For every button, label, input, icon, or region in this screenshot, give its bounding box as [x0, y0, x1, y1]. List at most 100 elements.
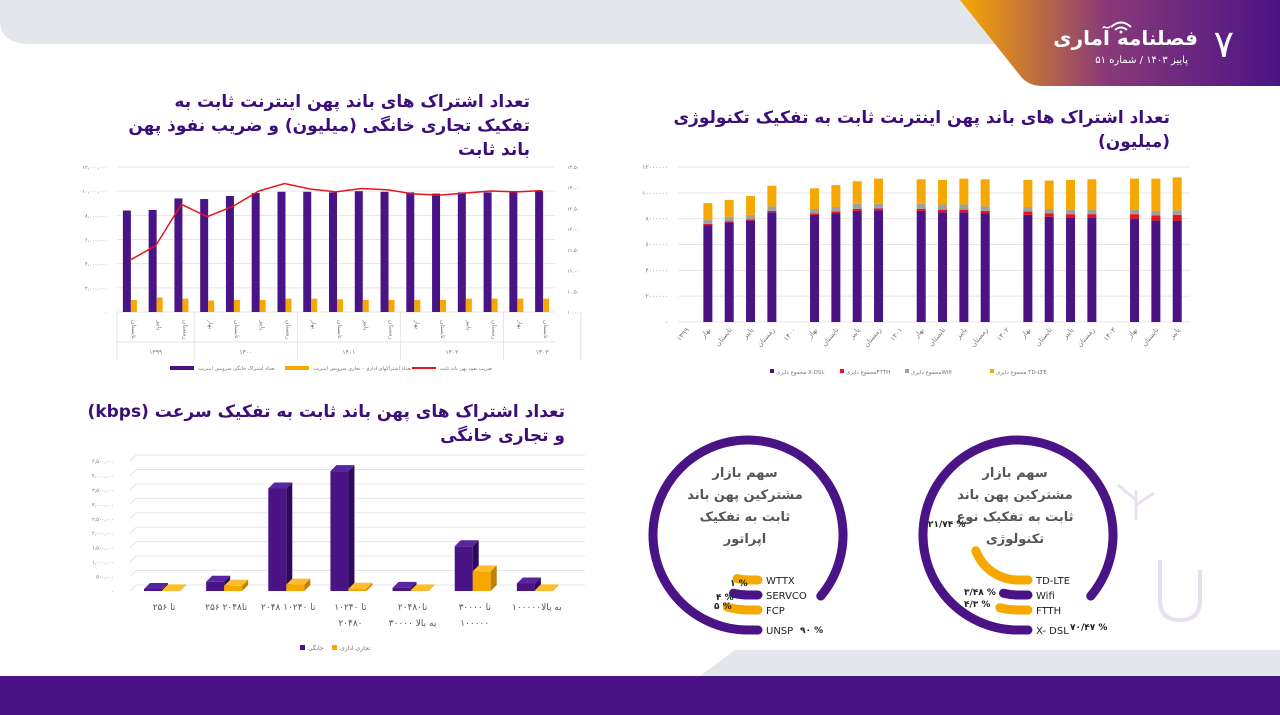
stacked-segment — [703, 225, 713, 322]
legend-label: مجموع دایریWifi — [911, 370, 952, 376]
bar-front — [268, 488, 287, 591]
bar-top — [268, 482, 293, 489]
bar-household — [354, 191, 363, 312]
category-label: پاییز — [1167, 326, 1182, 341]
gridline — [129, 584, 137, 592]
stacked-segment — [980, 206, 990, 211]
radial-bar — [648, 435, 848, 635]
bar-business — [388, 299, 395, 312]
bar-front — [454, 546, 473, 591]
legend-swatch — [905, 369, 909, 373]
bar-household — [303, 191, 312, 312]
radial-value: ۴/۳ % — [964, 600, 990, 610]
radial-label: X- DSL — [1036, 626, 1069, 637]
year-label: ۱۳۹۹ — [149, 349, 162, 356]
y-tick-label: ۶,۰۰۰,۰۰۰ — [85, 238, 107, 244]
y-tick-label: ۸,۰۰۰,۰۰۰ — [85, 213, 107, 219]
category-label: تابستان — [1140, 326, 1160, 348]
issue-info: پاییز ۱۴۰۳ / شماره ۵۱ — [1095, 55, 1188, 66]
bar-top — [144, 582, 168, 589]
stacked-segment — [831, 213, 841, 322]
bar-household — [509, 191, 518, 312]
stacked-segment — [1044, 208, 1054, 214]
category-label: پاییز — [259, 319, 266, 331]
category-label: پاییز — [741, 326, 756, 341]
stacked-segment — [1151, 178, 1161, 211]
bar-top — [224, 579, 249, 586]
radial-bar — [918, 435, 1118, 635]
stacked-segment — [1130, 178, 1140, 210]
y-tick-label: ۴,۰۰۰,۰۰۰ — [85, 262, 107, 268]
category-label: تابستان — [233, 320, 240, 339]
chart1-title: تعداد اشتراک های باند پهن اینترنت ثابت ب… — [128, 92, 530, 160]
gridline — [129, 541, 137, 549]
bar-front — [286, 584, 305, 591]
stacked-segment — [874, 203, 884, 209]
donut-operator-title: سهم بازار مشترکین پهن باند ثابت به تفکیک… — [687, 466, 803, 547]
category-label: زمستان — [284, 320, 291, 340]
stacked-segment — [1066, 209, 1076, 215]
chart2-title: تعداد اشتراک های باند پهن اینترنت ثابت ب… — [673, 108, 1170, 152]
bar-household — [225, 196, 234, 312]
category-label: بهار — [805, 326, 819, 340]
legend-swatch — [285, 366, 309, 370]
y2-tick-label: ۱۳.۵۰ — [567, 165, 579, 171]
bar-side — [410, 581, 417, 591]
stacked-segment — [810, 213, 820, 215]
radial-label: FCP — [766, 606, 785, 617]
category-label: ۱۰۲۴۰ تا — [334, 603, 367, 613]
radial-label: WTTX — [766, 576, 795, 587]
y-tick-label: ۰ — [111, 589, 114, 595]
y-tick-label: ۴,۰۰۰,۰۰۰ — [92, 473, 114, 479]
gridline — [129, 469, 137, 476]
stacked-segment — [852, 208, 862, 211]
stacked-segment — [724, 216, 734, 222]
bar-top — [348, 582, 373, 589]
bar-business — [208, 300, 215, 312]
bar-front — [516, 583, 535, 591]
bar-household — [122, 210, 131, 312]
stacked-segment — [724, 222, 734, 322]
radial-value: ۴ % — [716, 593, 734, 603]
category-label: بهار — [310, 319, 317, 329]
bar-household — [432, 193, 441, 312]
bar-top — [330, 465, 355, 472]
y2-tick-label: ۱۲.۰۰ — [567, 227, 579, 233]
stacked-segment — [724, 199, 734, 217]
bar-business — [285, 298, 292, 312]
gridline — [129, 497, 137, 505]
bar-front — [534, 590, 553, 591]
legend-label: مجموع دایریFTTH — [846, 370, 890, 376]
bar-top — [392, 581, 417, 588]
stacked-segment — [959, 209, 969, 213]
decorative-circuit-icon — [1117, 483, 1155, 520]
bar-business — [543, 298, 550, 312]
y2-tick-label: ۱۱.۵۰ — [567, 248, 579, 254]
category-label: زمستان — [756, 326, 777, 349]
category-label: زمستان — [1076, 326, 1097, 349]
y-tick-label: ۳,۰۰۰,۰۰۰ — [92, 502, 114, 508]
stacked-segment — [1151, 215, 1161, 221]
bar-business — [491, 298, 498, 312]
bar-top — [534, 584, 559, 591]
stacked-segment — [746, 220, 756, 322]
magazine-title: فصلنامه آماری — [1053, 26, 1198, 50]
category-label: تابستان — [542, 320, 549, 339]
bar-side — [490, 565, 497, 591]
donut-tech-title: سهم بازار مشترکین پهن باند ثابت به تفکیک… — [956, 466, 1074, 547]
legend-swatch — [840, 369, 844, 373]
stacked-segment — [1151, 220, 1161, 322]
y-tick-label: ۰ — [665, 319, 668, 326]
bar-front — [330, 471, 349, 591]
stacked-segment — [1023, 211, 1033, 215]
bar-household — [380, 191, 389, 312]
stacked-segment — [831, 207, 841, 212]
category-label: ۱۰۰۰۰۰به بالا — [512, 603, 562, 613]
category-label: زمستان — [491, 320, 498, 340]
bar-side — [180, 584, 186, 591]
y-tick-label: ۱۰,۰۰۰,۰۰۰ — [82, 189, 107, 195]
wifi-icon — [1110, 21, 1132, 34]
y-tick-label: ۲,۰۰۰,۰۰۰ — [85, 286, 107, 292]
category-label: تابستان — [439, 320, 446, 339]
stacked-segment — [938, 212, 948, 322]
